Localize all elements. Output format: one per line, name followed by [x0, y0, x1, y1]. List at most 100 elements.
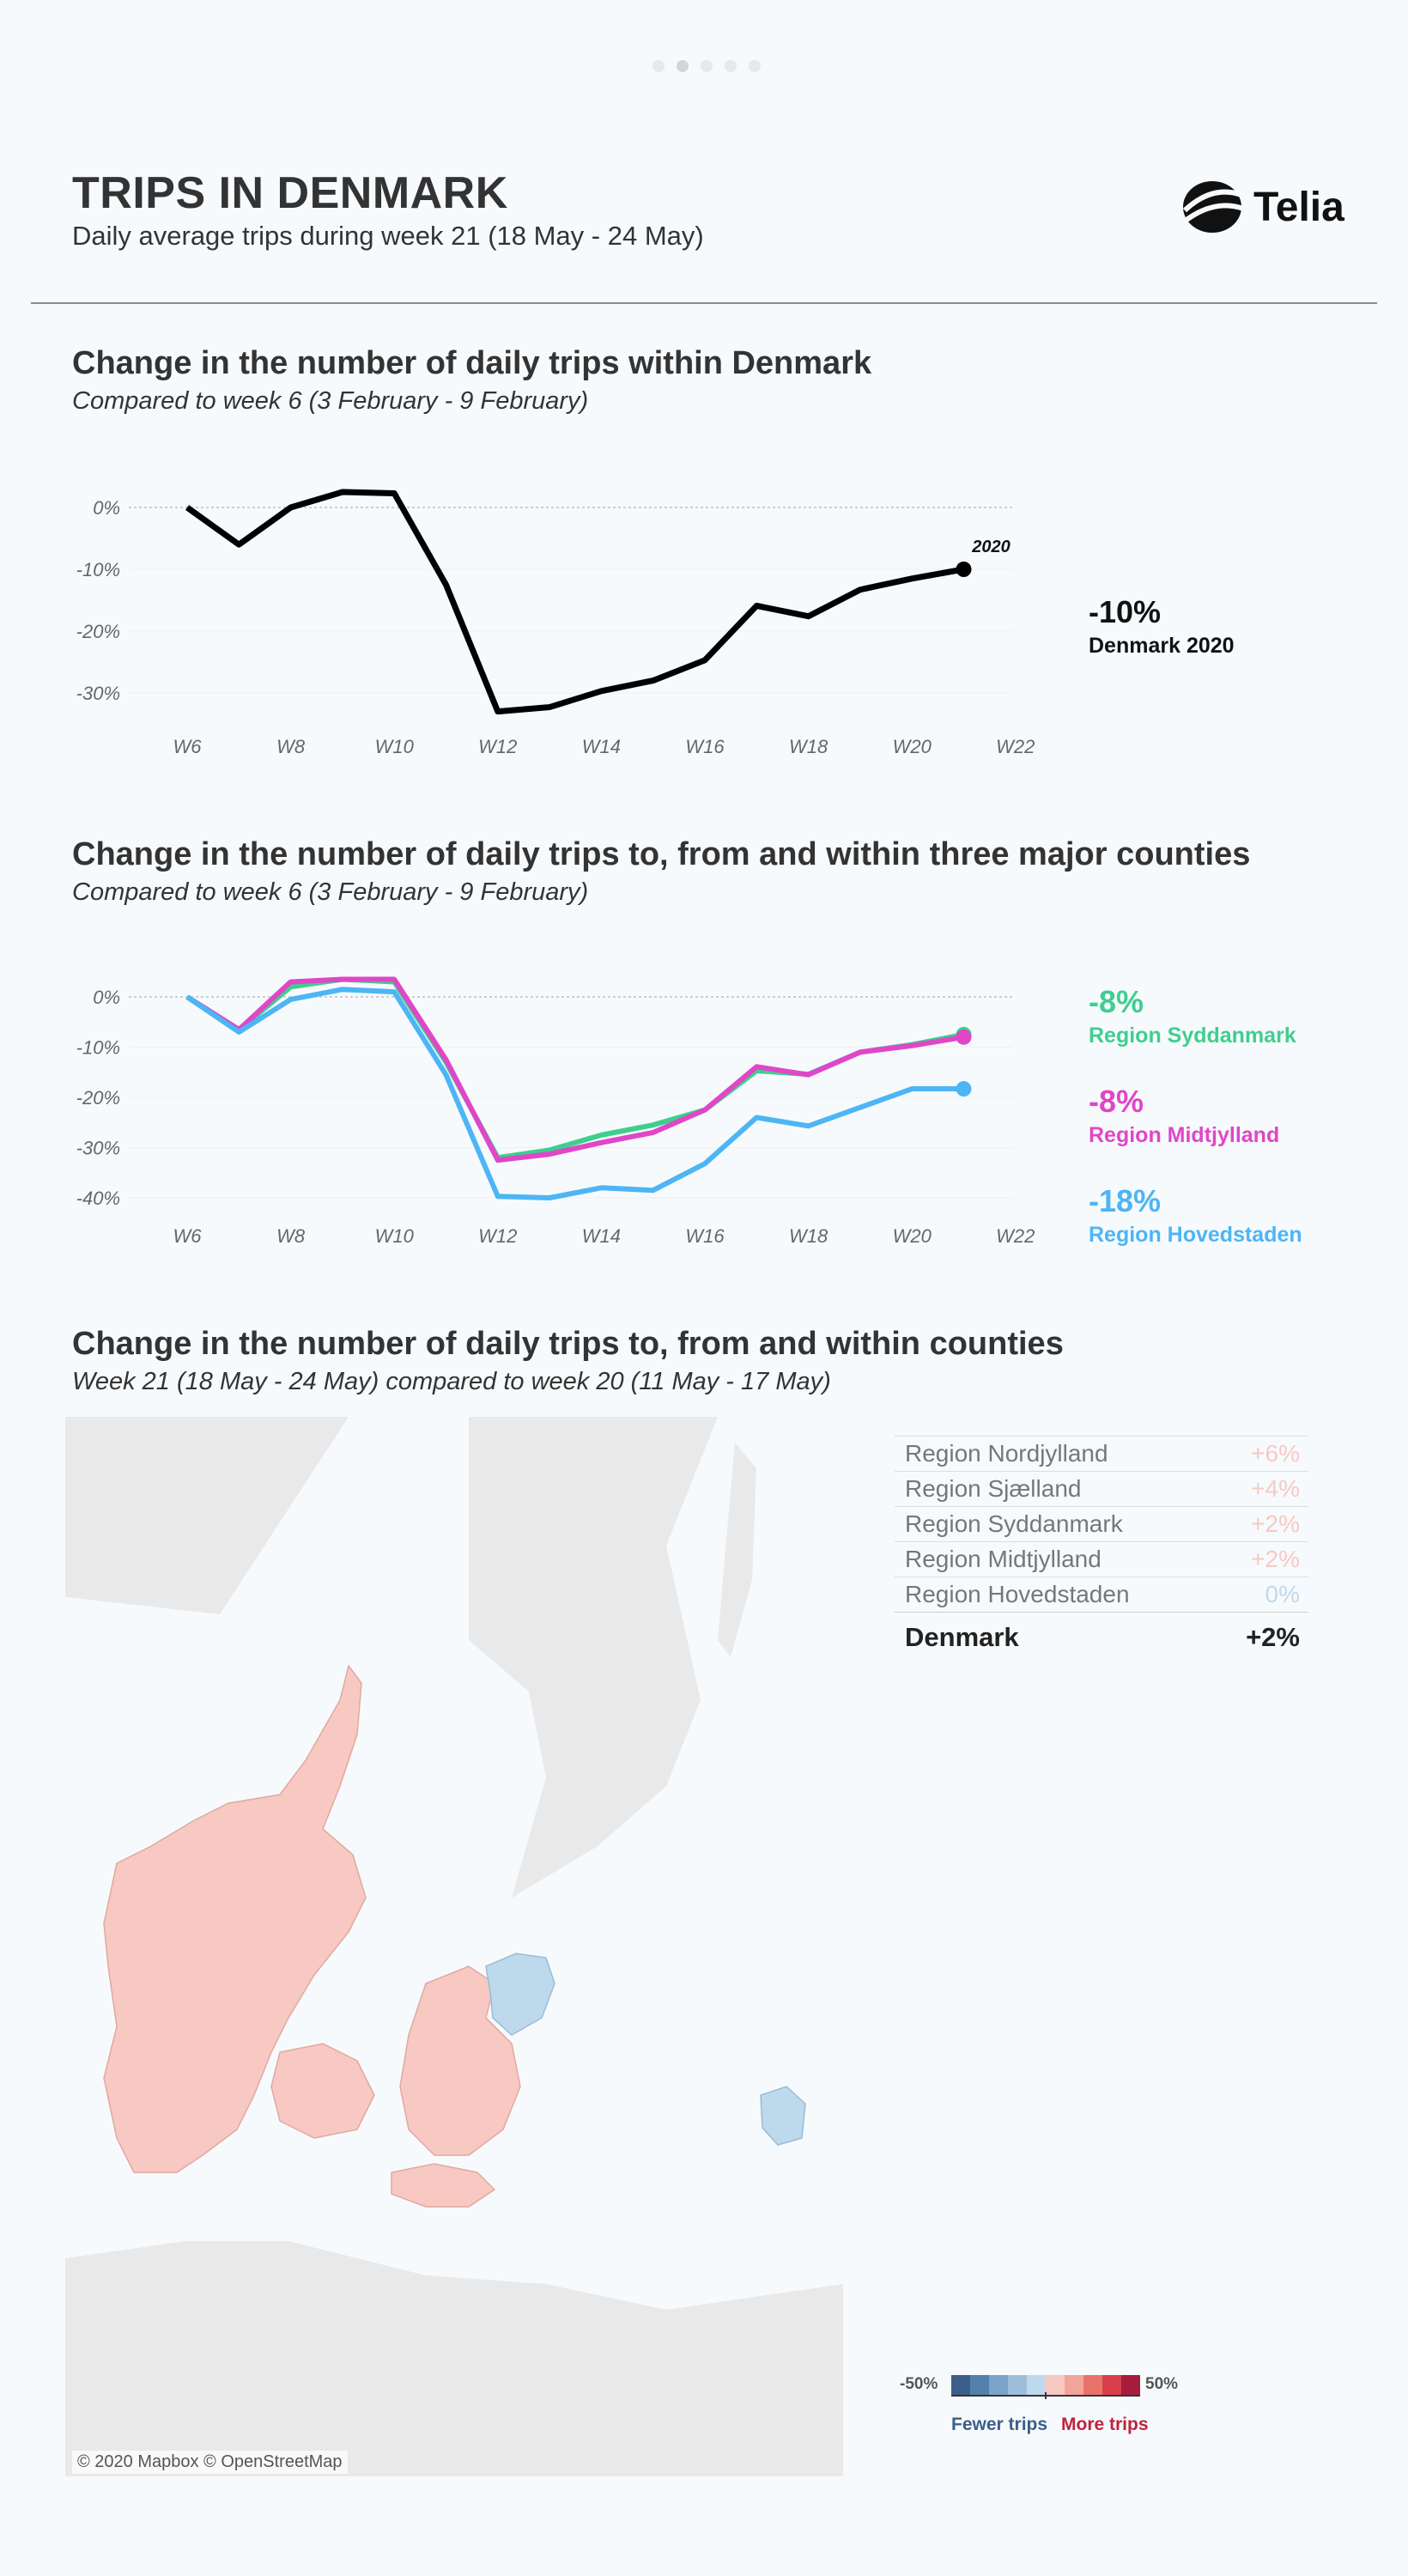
x-tick-label: W12 — [478, 736, 517, 757]
region-value: 0% — [1265, 1581, 1300, 1607]
region-value: +6% — [1251, 1440, 1300, 1467]
series-line — [185, 976, 965, 1161]
page-dot[interactable] — [677, 60, 689, 72]
region-name: Region Syddanmark — [905, 1510, 1123, 1537]
legend-more-label: More trips — [1061, 2415, 1149, 2434]
germany-landmass — [65, 2241, 843, 2476]
legend-fewer-label: Fewer trips — [951, 2415, 1047, 2434]
brand-name: Telia — [1253, 184, 1344, 230]
y-tick-label: -40% — [76, 1188, 120, 1209]
region-name: Region Sjælland — [905, 1475, 1082, 1502]
denmark-trips-chart: 0% -10% -20% -30% W6 W8 W10 W12 W14 W16 W18 W20 W22 2… — [0, 464, 1047, 786]
page-dot[interactable] — [652, 60, 665, 72]
denmark-trips-svg: 0% -10% -20% -30% W6 W8 W10 W12 W14 W16 W18 W20 W22 2… — [76, 489, 1035, 757]
x-tick-label: W8 — [276, 736, 306, 757]
x-tick-label: W18 — [789, 736, 828, 757]
sea-area — [65, 1417, 843, 2310]
map-svg — [65, 1417, 843, 2476]
region-name: Region Nordjylland — [905, 1440, 1108, 1467]
y-tick-label: -30% — [76, 683, 120, 704]
x-tick-label: W20 — [893, 736, 932, 757]
series-end-point — [956, 562, 972, 577]
x-tick-label: W14 — [582, 736, 621, 757]
page-subtitle: Daily average trips during week 21 (18 M… — [72, 221, 704, 251]
table-total-row: Denmark +2% — [895, 1612, 1308, 1662]
x-tick-label: W8 — [276, 1225, 306, 1247]
y-tick-label: -30% — [76, 1138, 120, 1159]
telia-logo-icon — [1181, 181, 1244, 233]
denmark-region-map[interactable] — [65, 1417, 843, 2476]
section3-subtitle: Week 21 (18 May - 24 May) compared to we… — [72, 1368, 831, 1395]
x-tick-label: W6 — [173, 736, 203, 757]
x-tick-label: W18 — [789, 1225, 828, 1247]
y-tick-label: -20% — [76, 621, 120, 642]
hovedstaden-callout-value: -18% — [1089, 1183, 1162, 1218]
x-tick-label: W12 — [478, 1225, 517, 1247]
denmark-callout-label: Denmark 2020 — [1089, 634, 1235, 658]
midtjylland-callout-label: Region Midtjylland — [1089, 1123, 1280, 1147]
y-tick-label: -10% — [76, 1037, 120, 1059]
x-tick-label: W16 — [685, 1225, 725, 1247]
series-end-point — [956, 1081, 972, 1097]
funen-region[interactable] — [270, 2043, 375, 2139]
map-attribution: © 2020 Mapbox © OpenStreetMap — [72, 2451, 348, 2474]
region-value: +2% — [1251, 1510, 1300, 1537]
table-row: Region Syddanmark +2% — [895, 1506, 1308, 1541]
region-value: +2% — [1251, 1546, 1300, 1572]
table-row: Region Sjælland +4% — [895, 1471, 1308, 1506]
series-end-label: 2020 — [971, 538, 1010, 556]
legend-min-label: -50% — [900, 2375, 938, 2393]
region-change-table: Region Nordjylland +6% Region Sjælland +… — [895, 1436, 1308, 1662]
section3-title: Change in the number of daily trips to, … — [72, 1326, 1064, 1362]
page-dot[interactable] — [749, 60, 761, 72]
syddanmark-callout-value: -8% — [1089, 984, 1144, 1019]
page-dot[interactable] — [725, 60, 737, 72]
series-line — [185, 976, 964, 1163]
x-tick-label: W10 — [375, 736, 415, 757]
syddanmark-callout-label: Region Syddanmark — [1089, 1024, 1296, 1048]
bornholm-region[interactable] — [760, 2086, 806, 2146]
hovedstaden-region[interactable] — [485, 1953, 555, 2036]
legend-svg: -50% 50% Fewer trips More trips — [900, 2375, 1178, 2434]
y-tick-label: 0% — [93, 497, 120, 519]
table-row: Region Nordjylland +6% — [895, 1436, 1308, 1471]
y-tick-label: 0% — [93, 987, 120, 1008]
section2-subtitle: Compared to week 6 (3 February - 9 Febru… — [72, 878, 589, 906]
section1-title: Change in the number of daily trips with… — [72, 345, 872, 381]
legend-swatches — [951, 2375, 1140, 2399]
series-line — [185, 489, 965, 715]
telia-logo: Telia — [1178, 176, 1344, 238]
y-tick-label: -10% — [76, 559, 120, 580]
y-tick-label: -20% — [76, 1087, 120, 1109]
x-tick-label: W20 — [893, 1225, 932, 1247]
page-dot[interactable] — [701, 60, 713, 72]
section1-subtitle: Compared to week 6 (3 February - 9 Febru… — [72, 387, 589, 415]
region-name: Region Hovedstaden — [905, 1581, 1130, 1607]
table-row: Region Midtjylland +2% — [895, 1541, 1308, 1577]
section2-title: Change in the number of daily trips to, … — [72, 836, 1251, 872]
x-tick-label: W6 — [173, 1225, 203, 1247]
total-value: +2% — [1246, 1622, 1300, 1652]
x-tick-label: W16 — [685, 736, 725, 757]
midtjylland-callout-value: -8% — [1089, 1084, 1144, 1119]
x-tick-label: W22 — [996, 736, 1035, 757]
denmark-callout-value: -10% — [1089, 594, 1162, 629]
color-legend: -50% 50% Fewer trips More trips — [893, 2368, 1339, 2445]
island-landmass — [718, 1443, 756, 1657]
lolland-region[interactable] — [391, 2163, 496, 2208]
counties-trips-chart: 0% -10% -20% -30% -40% W6 W8 W10 W12 W14 W16 W18 W20… — [0, 953, 1047, 1284]
legend-max-label: 50% — [1145, 2375, 1178, 2393]
jutland-region[interactable] — [103, 1664, 367, 2173]
header-divider — [31, 302, 1377, 304]
page-indicator — [652, 60, 761, 72]
counties-trips-svg: 0% -10% -20% -30% -40% W6 W8 W10 W12 W14 W16 W18 W20… — [76, 976, 1035, 1247]
region-name: Region Midtjylland — [905, 1546, 1102, 1572]
sweden-landmass — [469, 1417, 718, 1898]
page-title: TRIPS IN DENMARK — [72, 168, 508, 218]
series-line — [185, 987, 964, 1200]
region-value: +4% — [1251, 1475, 1300, 1502]
x-tick-label: W22 — [996, 1225, 1035, 1247]
x-tick-label: W10 — [375, 1225, 415, 1247]
table-row: Region Hovedstaden 0% — [895, 1577, 1308, 1612]
total-name: Denmark — [905, 1622, 1019, 1652]
